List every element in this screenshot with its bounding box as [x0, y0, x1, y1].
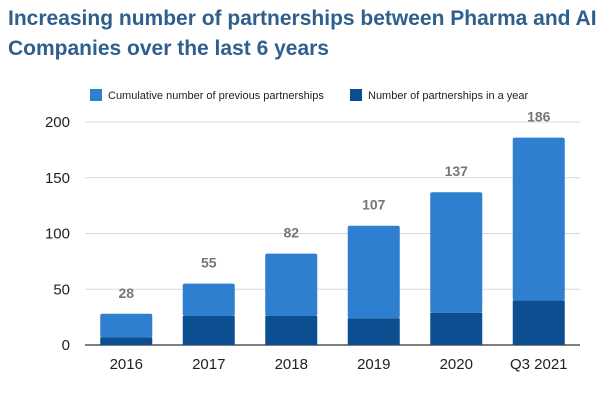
bars [100, 137, 565, 345]
bar-yearly-partnerships [100, 337, 153, 345]
x-tick-label: Q3 2021 [510, 356, 568, 373]
y-axis: 0 50 100 150 200 [45, 114, 70, 354]
bar-yearly-partnerships [347, 318, 400, 345]
y-tick-label: 100 [45, 226, 70, 243]
bar-cumulative-partnerships [265, 253, 318, 317]
legend-label: Number of partnerships in a year [368, 90, 529, 102]
bar-cumulative-partnerships [430, 192, 483, 313]
x-tick-label: 2019 [357, 356, 390, 373]
gridlines [85, 121, 580, 346]
x-tick-label: 2017 [192, 356, 225, 373]
bar-yearly-partnerships [265, 316, 318, 345]
bar-yearly-partnerships [430, 312, 483, 345]
legend-label: Cumulative number of previous partnershi… [108, 90, 324, 102]
total-data-label: 82 [283, 225, 299, 241]
chart-title: Increasing number of partnerships betwee… [8, 7, 597, 60]
y-tick-label: 150 [45, 170, 70, 187]
bar-cumulative-partnerships [512, 137, 565, 301]
total-data-label: 107 [362, 197, 386, 213]
y-tick-label: 200 [45, 114, 70, 131]
total-data-label: 137 [445, 163, 469, 179]
bar-yearly-partnerships [512, 300, 565, 345]
total-data-label: 186 [527, 109, 551, 125]
bar-cumulative-partnerships [100, 313, 153, 338]
bar-cumulative-partnerships [347, 225, 400, 319]
total-data-label: 28 [118, 285, 134, 301]
x-tick-label: 2020 [440, 356, 473, 373]
bar-cumulative-partnerships [182, 283, 235, 317]
x-tick-label: 2018 [275, 356, 308, 373]
x-axis: 2016 2017 2018 2019 2020 Q3 2021 [110, 356, 568, 373]
y-tick-label: 50 [53, 281, 70, 298]
legend-swatch [350, 89, 362, 101]
legend-swatch [90, 89, 102, 101]
total-data-label: 55 [201, 255, 217, 271]
y-tick-label: 0 [62, 337, 70, 354]
legend: Cumulative number of previous partnershi… [90, 89, 529, 102]
x-tick-label: 2016 [110, 356, 143, 373]
bar-yearly-partnerships [182, 316, 235, 345]
data-labels: 28 55 82 107 137 186 [118, 109, 550, 301]
